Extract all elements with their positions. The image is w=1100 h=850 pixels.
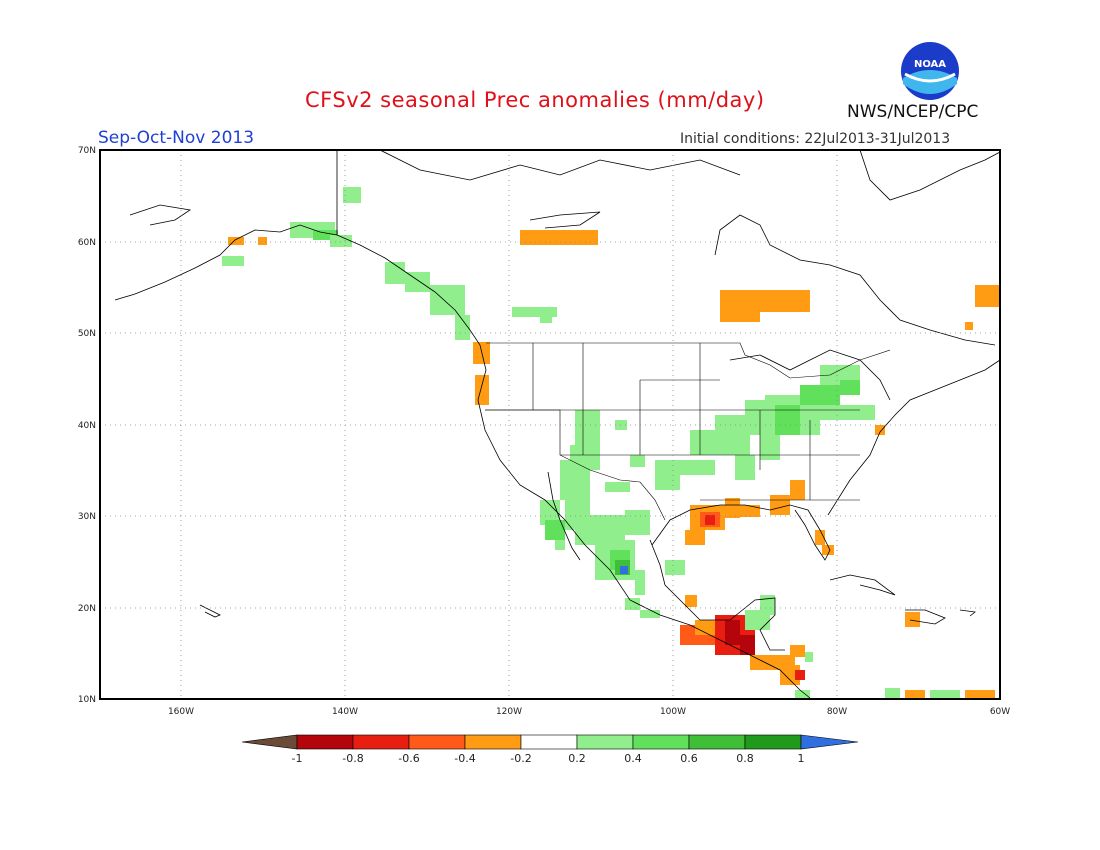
chart-title: CFSv2 seasonal Prec anomalies (mm/day) bbox=[305, 88, 765, 112]
lat-label: 30N bbox=[78, 512, 96, 522]
anomaly-cells bbox=[222, 187, 1000, 698]
state-borders bbox=[485, 342, 891, 521]
lat-label: 10N bbox=[78, 695, 96, 705]
colorbar-swatch bbox=[576, 734, 634, 750]
colorbar-label: -0.6 bbox=[398, 752, 419, 765]
colorbar-swatch bbox=[744, 734, 802, 750]
colorbar-label: 0.6 bbox=[680, 752, 698, 765]
lon-label: 80W bbox=[827, 707, 847, 717]
lat-label: 20N bbox=[78, 604, 96, 614]
agency-label: NWS/NCEP/CPC bbox=[847, 102, 979, 122]
colorbar-label: -0.8 bbox=[342, 752, 363, 765]
colorbar-left-triangle bbox=[241, 734, 298, 750]
season-label: Sep-Oct-Nov 2013 bbox=[98, 128, 255, 148]
colorbar-swatch bbox=[296, 734, 354, 750]
colorbar-label: -0.4 bbox=[454, 752, 475, 765]
lat-label: 60N bbox=[78, 238, 96, 248]
lon-label: 60W bbox=[990, 707, 1010, 717]
colorbar-label: 1 bbox=[798, 752, 805, 765]
colorbar-swatch bbox=[632, 734, 690, 750]
colorbar-swatch bbox=[464, 734, 522, 750]
coastlines bbox=[114, 149, 1001, 699]
lat-label: 70N bbox=[78, 146, 96, 156]
lon-label: 160W bbox=[168, 707, 194, 717]
colorbar-swatch bbox=[352, 734, 410, 750]
colorbar-label: -1 bbox=[292, 752, 303, 765]
noaa-logo: NOAA bbox=[901, 42, 959, 100]
lat-tick-labels: 70N 60N 50N 40N 30N 20N 10N bbox=[78, 146, 96, 705]
lat-label: 40N bbox=[78, 421, 96, 431]
colorbar-label: 0.4 bbox=[624, 752, 642, 765]
colorbar: -1 -0.8 -0.6 -0.4 -0.2 0.2 0.4 0.6 0.8 1 bbox=[241, 734, 859, 765]
map-frame bbox=[99, 149, 1001, 700]
colorbar-label: -0.2 bbox=[510, 752, 531, 765]
lon-tick-labels: 160W 140W 120W 100W 80W 60W bbox=[168, 707, 1010, 717]
lat-label: 50N bbox=[78, 329, 96, 339]
initial-conditions: Initial conditions: 22Jul2013-31Jul2013 bbox=[680, 131, 951, 147]
lon-label: 120W bbox=[496, 707, 522, 717]
colorbar-right-triangle bbox=[800, 734, 859, 750]
colorbar-swatch bbox=[408, 734, 466, 750]
colorbar-swatch bbox=[688, 734, 746, 750]
lon-label: 100W bbox=[660, 707, 686, 717]
colorbar-swatch bbox=[520, 734, 578, 750]
colorbar-label: 0.8 bbox=[736, 752, 754, 765]
lon-label: 140W bbox=[332, 707, 358, 717]
noaa-logo-text: NOAA bbox=[914, 59, 946, 70]
lat-gridlines bbox=[100, 241, 1000, 609]
colorbar-label: 0.2 bbox=[568, 752, 586, 765]
